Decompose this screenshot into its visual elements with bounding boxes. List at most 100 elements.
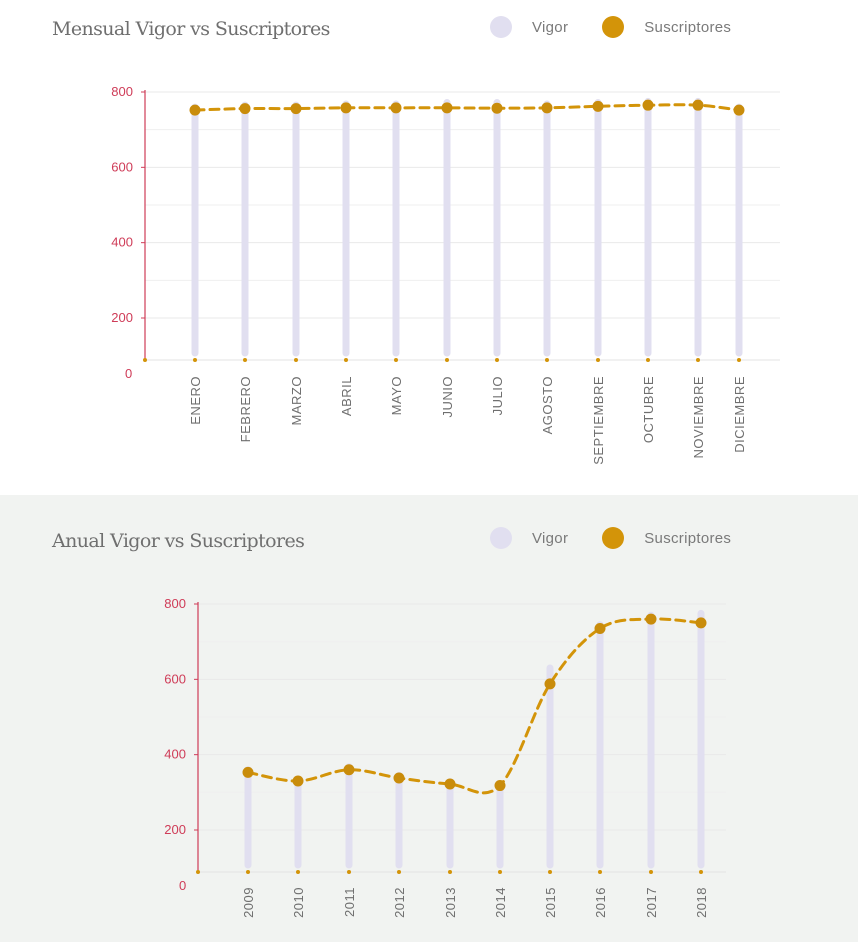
annual-panel: Anual Vigor vs Suscriptores Vigor Suscri… xyxy=(0,495,858,942)
y-tick-label: 200 xyxy=(111,310,133,325)
legend-label-suscriptores: Suscriptores xyxy=(644,18,732,36)
legend-item-vigor[interactable]: Vigor xyxy=(490,16,568,38)
annual-chart: 0 200 400 600 800 2009 2010 2011 2012 2013 2014 201… xyxy=(164,596,726,918)
point-suscriptores xyxy=(393,772,405,784)
x-tick-dot xyxy=(495,358,499,362)
x-tick-label: AGOSTO xyxy=(540,376,555,434)
point-suscriptores xyxy=(340,102,352,114)
x-tick-dot xyxy=(598,870,602,874)
x-tick-label: 2009 xyxy=(241,887,256,918)
annual-legend: Vigor Suscriptores xyxy=(490,527,765,549)
x-tick-label: 2010 xyxy=(291,887,306,918)
legend-label-vigor: Vigor xyxy=(532,18,569,36)
point-suscriptores xyxy=(491,102,503,114)
point-suscriptores xyxy=(541,102,553,114)
legend-item-suscriptores[interactable]: Suscriptores xyxy=(602,527,731,549)
legend-item-vigor[interactable]: Vigor xyxy=(490,527,568,549)
point-suscriptores xyxy=(642,99,654,111)
x-tick-dot xyxy=(344,358,348,362)
y-tick-label: 600 xyxy=(111,159,133,174)
monthly-legend: Vigor Suscriptores xyxy=(490,16,765,38)
x-tick-label: 2013 xyxy=(443,887,458,918)
x-tick-dot xyxy=(448,870,452,874)
x-tick-label: ABRIL xyxy=(339,376,354,416)
point-suscriptores xyxy=(441,102,453,114)
annual-chart-title: Anual Vigor vs Suscriptores xyxy=(52,530,305,552)
x-tick-dot xyxy=(445,358,449,362)
y-tick-label: 400 xyxy=(111,235,133,250)
x-tick-label: 2012 xyxy=(392,887,407,918)
point-suscriptores xyxy=(645,613,657,625)
axis-origin-dot xyxy=(196,870,200,874)
x-tick-label: DICIEMBRE xyxy=(732,376,747,453)
x-tick-label: 2017 xyxy=(644,887,659,918)
x-tick-dot xyxy=(294,358,298,362)
x-tick-dot xyxy=(246,870,250,874)
x-tick-label: MARZO xyxy=(289,376,304,425)
x-tick-dot xyxy=(394,358,398,362)
x-tick-label: MAYO xyxy=(389,376,404,415)
monthly-chart-title: Mensual Vigor vs Suscriptores xyxy=(52,18,330,40)
monthly-chart: 0 200 400 600 800 ENERO FEBRERO MARZO ABRIL MAYO J… xyxy=(111,84,780,465)
point-suscriptores xyxy=(239,103,251,115)
point-suscriptores xyxy=(695,617,707,629)
y-tick-label: 600 xyxy=(164,671,186,686)
x-tick-label: 2014 xyxy=(493,887,508,918)
x-tick-label: ENERO xyxy=(188,376,203,425)
x-tick-dot xyxy=(596,358,600,362)
y-tick-label: 200 xyxy=(164,822,186,837)
point-suscriptores xyxy=(189,104,201,116)
x-tick-dot xyxy=(296,870,300,874)
legend-swatch-suscriptores xyxy=(602,527,625,549)
x-tick-label: NOVIEMBRE xyxy=(691,376,706,459)
x-tick-dot xyxy=(193,358,197,362)
x-tick-dot xyxy=(646,358,650,362)
x-tick-label: 2011 xyxy=(342,887,357,917)
monthly-panel: Mensual Vigor vs Suscriptores Vigor Susc… xyxy=(52,16,780,465)
x-tick-label: 2018 xyxy=(694,887,709,918)
line-suscriptores xyxy=(246,617,703,795)
x-tick-dot xyxy=(397,870,401,874)
legend-label-suscriptores: Suscriptores xyxy=(644,529,732,547)
x-tick-dot xyxy=(737,358,741,362)
x-tick-dot xyxy=(548,870,552,874)
x-tick-label: 2015 xyxy=(543,887,558,918)
point-suscriptores xyxy=(733,104,745,116)
point-suscriptores xyxy=(290,103,302,115)
point-suscriptores xyxy=(242,766,254,778)
x-tick-label: OCTUBRE xyxy=(641,376,656,443)
y-tick-label: 800 xyxy=(164,596,186,611)
legend-swatch-vigor xyxy=(490,527,512,549)
x-tick-dot xyxy=(545,358,549,362)
y-tick-label: 800 xyxy=(111,84,133,99)
point-suscriptores xyxy=(692,99,704,111)
point-suscriptores xyxy=(390,102,402,114)
x-tick-label: FEBRERO xyxy=(238,376,253,442)
point-suscriptores xyxy=(592,100,604,112)
legend-label-vigor: Vigor xyxy=(532,529,569,547)
point-suscriptores xyxy=(444,778,456,790)
x-tick-label: 2016 xyxy=(593,887,608,918)
x-tick-dot xyxy=(347,870,351,874)
y-tick-label: 0 xyxy=(125,366,132,381)
point-suscriptores xyxy=(544,678,556,690)
x-tick-dot xyxy=(243,358,247,362)
point-suscriptores xyxy=(594,622,606,634)
x-tick-dot xyxy=(696,358,700,362)
x-tick-label: SEPTIEMBRE xyxy=(591,376,606,465)
x-tick-dot xyxy=(649,870,653,874)
x-tick-label: JUNIO xyxy=(440,376,455,418)
x-tick-label: JULIO xyxy=(490,376,505,415)
x-tick-dot xyxy=(699,870,703,874)
legend-swatch-suscriptores xyxy=(602,16,625,38)
point-suscriptores xyxy=(292,775,304,787)
y-tick-label: 400 xyxy=(164,747,186,762)
point-suscriptores xyxy=(343,764,355,776)
x-tick-dot xyxy=(498,870,502,874)
y-tick-label: 0 xyxy=(179,878,186,893)
axis-origin-dot xyxy=(143,358,147,362)
legend-item-suscriptores[interactable]: Suscriptores xyxy=(602,16,731,38)
legend-swatch-vigor xyxy=(490,16,512,38)
line-suscriptores xyxy=(193,103,741,112)
point-suscriptores xyxy=(494,780,506,792)
